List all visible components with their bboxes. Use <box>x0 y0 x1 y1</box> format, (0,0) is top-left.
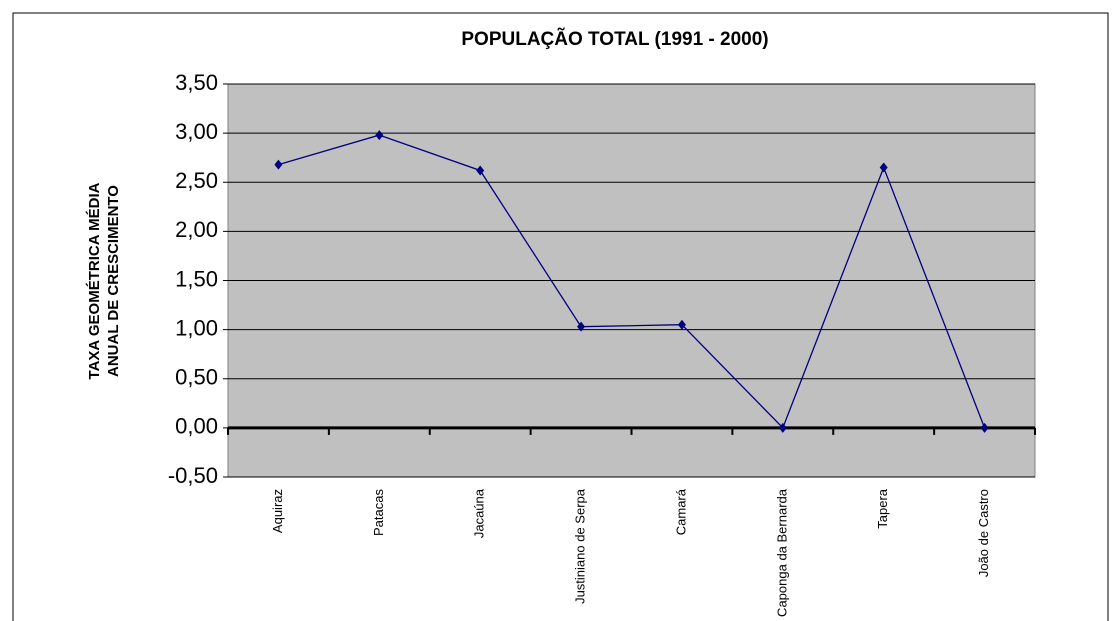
x-tick-label: Camará <box>673 488 688 535</box>
y-tick-label: 1,00 <box>175 315 218 340</box>
x-tick-label: Jacaúna <box>472 488 487 538</box>
point-marker <box>274 159 283 170</box>
y-tick-label: 3,50 <box>175 70 218 95</box>
chart-title: POPULAÇÃO TOTAL (1991 - 2000) <box>461 28 768 50</box>
x-tick-label: Caponga da Bernarda <box>774 488 789 617</box>
point-marker <box>778 422 787 433</box>
point-marker <box>577 321 586 332</box>
point-marker <box>476 165 485 176</box>
y-tick-label: -0,50 <box>168 463 218 488</box>
y-tick-label: 3,00 <box>175 119 218 144</box>
x-tick-label: Aquiraz <box>270 489 285 533</box>
y-axis-label-line: TAXA GEOMÉTRICA MÉDIA <box>86 182 103 379</box>
y-tick-label: 2,00 <box>175 217 218 242</box>
point-marker <box>980 422 989 433</box>
x-tick-label: João de Castro <box>976 489 991 577</box>
x-tick-label: Tapera <box>875 488 890 529</box>
point-marker <box>677 319 686 330</box>
x-tick-label: Patacas <box>371 489 386 536</box>
y-tick-label: 0,50 <box>175 365 218 390</box>
y-tick-label: 0,00 <box>175 414 218 439</box>
y-axis-label: TAXA GEOMÉTRICA MÉDIA ANUAL DE CRESCIMEN… <box>86 182 122 379</box>
y-tick-label: 1,50 <box>175 266 218 291</box>
series-line <box>278 134 986 430</box>
point-marker <box>375 130 384 141</box>
y-axis-label-line: ANUAL DE CRESCIMENTO <box>105 185 122 377</box>
x-tick-label: Justiniano de Serpa <box>573 488 588 604</box>
y-tick-label: 2,50 <box>175 168 218 193</box>
point-marker <box>879 162 888 173</box>
